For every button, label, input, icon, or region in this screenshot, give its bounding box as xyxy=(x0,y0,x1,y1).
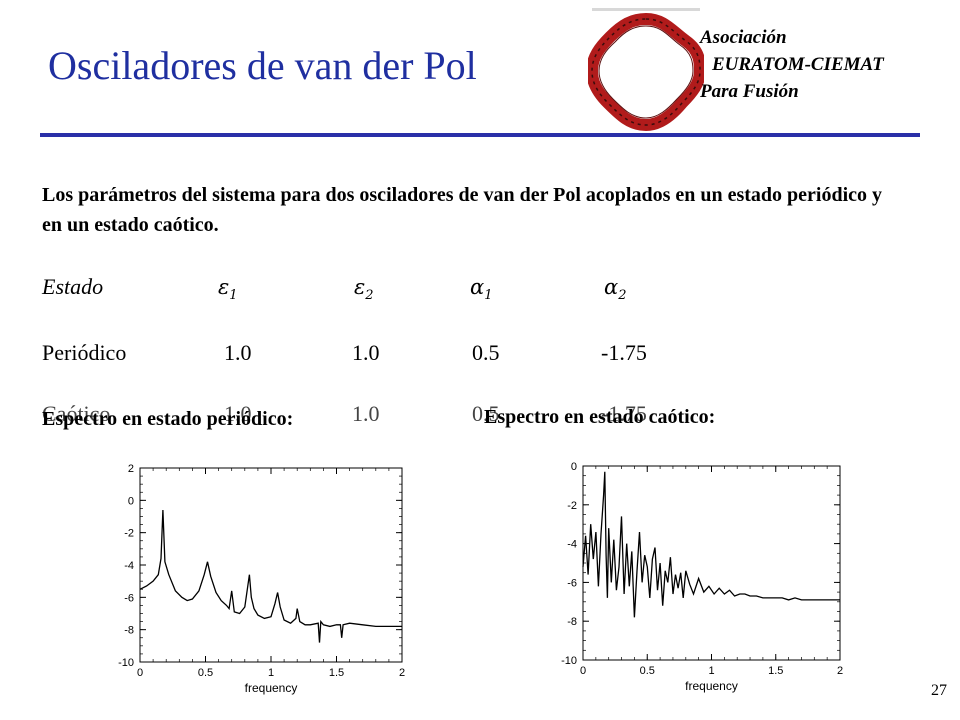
row-periodic-alpha2: -1.75 xyxy=(601,340,647,365)
row-periodic-eps1: 1.0 xyxy=(224,340,252,365)
chaotic-spectrum-label: Espectro en estado caótico: xyxy=(484,406,716,428)
x-axis-label: frequency xyxy=(245,681,298,695)
euratom-ciemat-logo-icon xyxy=(588,8,704,132)
y-tick-label: 0 xyxy=(128,495,134,507)
row-periodic-eps2: 1.0 xyxy=(352,340,380,365)
x-tick-label: 2 xyxy=(399,667,405,679)
plot-frame xyxy=(139,467,403,663)
header-alpha-2: α2 xyxy=(604,275,627,304)
y-tick-label: -10 xyxy=(118,657,134,669)
y-tick-label: 2 xyxy=(128,463,134,475)
row-chaotic-alpha1: 0.5 xyxy=(472,401,500,426)
header-alpha-1: α1 xyxy=(470,275,493,304)
x-tick-label: 0 xyxy=(137,667,143,679)
periodic-spectrum-label: Espectro en estado periódico: xyxy=(42,408,294,430)
row-periodic-state: Periódico xyxy=(42,340,127,365)
row-chaotic-eps2: 1.0 xyxy=(352,401,380,426)
logo-text: Asociación EURATOM-CIEMAT Para Fusión xyxy=(700,24,884,105)
page-number: 27 xyxy=(931,682,947,699)
row-chaotic-alpha2: -1.75 xyxy=(601,401,647,426)
x-tick-label: 1 xyxy=(268,667,274,679)
y-tick-label: -4 xyxy=(124,560,134,572)
spectrum-line xyxy=(139,509,402,643)
row-periodic-alpha1: 0.5 xyxy=(472,340,500,365)
row-chaotic-eps1: 1.0 xyxy=(224,401,252,426)
header-state: Estado xyxy=(42,274,104,299)
slide-title: Osciladores de van der Pol xyxy=(48,43,477,88)
row-chaotic-state: Caótico xyxy=(42,401,111,426)
title-divider xyxy=(40,133,920,137)
y-tick-label: -2 xyxy=(124,528,134,540)
logo-line-3: Para Fusión xyxy=(700,81,799,102)
x-tick-label: 0.5 xyxy=(198,667,213,679)
y-tick-label: -6 xyxy=(124,592,134,604)
logo-line-2: EURATOM-CIEMAT xyxy=(712,54,884,75)
description-text: Los parámetros del sistema para dos osci… xyxy=(42,184,883,236)
x-tick-label: 1.5 xyxy=(329,667,344,679)
logo-line-1: Asociación xyxy=(700,27,787,48)
y-tick-label: -8 xyxy=(124,625,134,637)
header-epsilon-1: ε1 xyxy=(218,275,238,304)
header-epsilon-2: ε2 xyxy=(354,275,374,304)
